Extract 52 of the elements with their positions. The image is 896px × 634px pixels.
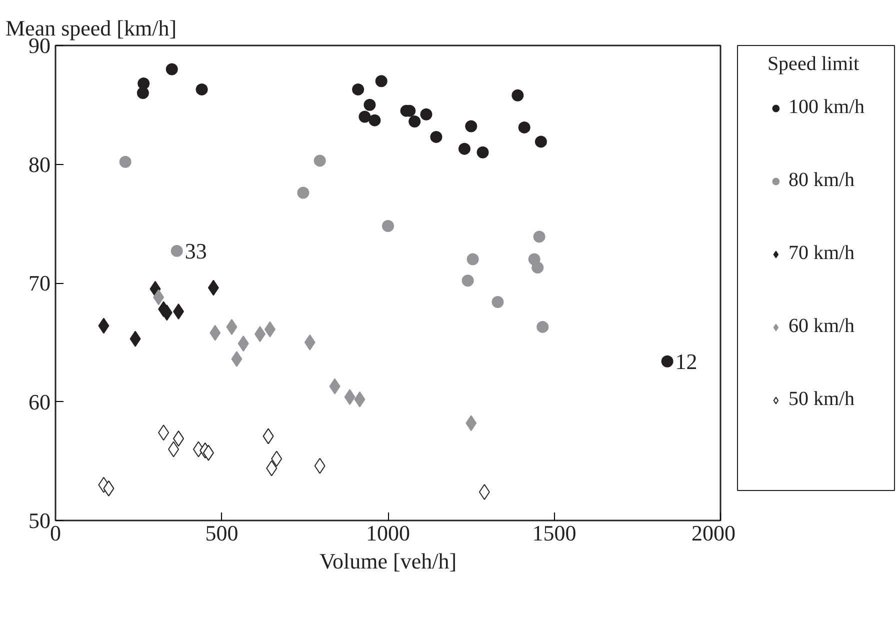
- y-tick-label: 50: [28, 508, 50, 533]
- y-tick-label: 60: [28, 389, 50, 414]
- point: [166, 63, 178, 76]
- legend-label: 80 km/h: [788, 169, 855, 192]
- point: [138, 78, 150, 90]
- point: [534, 136, 547, 148]
- point: [518, 121, 530, 134]
- point: [314, 154, 326, 167]
- point: [170, 244, 183, 257]
- point: [119, 156, 132, 168]
- point: [462, 274, 474, 287]
- legend-label: 60 km/h: [788, 315, 855, 338]
- x-tick-label: 2000: [692, 520, 736, 546]
- annotation: 33: [184, 238, 207, 264]
- x-axis-title: Volume [veh/h]: [319, 548, 457, 574]
- point: [478, 484, 490, 500]
- point: [466, 253, 479, 266]
- x-tick-label: 0: [50, 520, 61, 546]
- point: [136, 87, 149, 99]
- legend-label: 50 km/h: [788, 388, 855, 411]
- point: [430, 130, 442, 143]
- point: [492, 296, 504, 308]
- legend-label: 100 km/h: [788, 96, 865, 119]
- y-tick-label: 70: [28, 270, 50, 296]
- point: [458, 142, 470, 155]
- legend-label: 70 km/h: [788, 242, 855, 265]
- point: [408, 116, 421, 128]
- point: [533, 230, 546, 243]
- point: [344, 389, 356, 405]
- point: [476, 146, 489, 158]
- point: [375, 75, 388, 88]
- point: [382, 220, 394, 232]
- x-tick-label: 1500: [532, 520, 576, 546]
- point: [358, 110, 371, 123]
- legend-title: Speed limit: [767, 53, 860, 76]
- point: [536, 320, 549, 333]
- point: [173, 304, 184, 320]
- point: [661, 355, 674, 368]
- point: [368, 114, 381, 126]
- point: [231, 351, 242, 367]
- point: [465, 120, 478, 132]
- annotation: 12: [675, 348, 698, 374]
- x-tick-label: 500: [205, 520, 238, 546]
- point: [196, 83, 208, 96]
- point: [364, 98, 376, 111]
- point: [532, 262, 544, 274]
- point: [297, 186, 310, 199]
- point: [420, 108, 432, 120]
- y-tick-label: 80: [28, 152, 50, 177]
- x-tick-label: 1000: [366, 520, 410, 546]
- point: [352, 83, 364, 96]
- point: [512, 89, 524, 102]
